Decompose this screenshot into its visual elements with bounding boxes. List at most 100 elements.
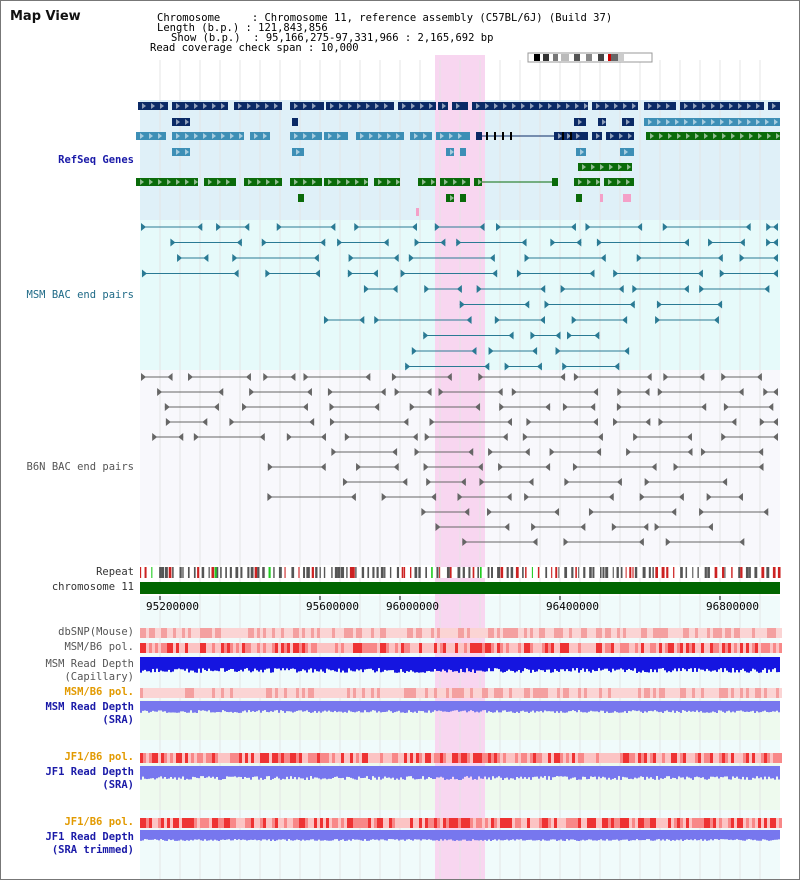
read-depth-bar — [368, 766, 370, 780]
read-depth-bar — [230, 766, 232, 777]
read-depth-bar — [402, 830, 404, 840]
polymorphism-cell — [158, 688, 161, 698]
track-label-msm-bac[interactable]: MSM BAC end pairs — [26, 289, 134, 301]
polymorphism-cell — [497, 628, 500, 638]
read-depth-bar — [338, 701, 340, 712]
bac-end-arrow — [596, 448, 602, 456]
strand-arrow — [776, 133, 780, 139]
polymorphism-cell — [404, 753, 407, 763]
strand-arrow — [711, 103, 715, 109]
strand-arrow — [402, 103, 406, 109]
track-label-b6n-bac[interactable]: B6N BAC end pairs — [26, 461, 134, 473]
polymorphism-cell — [197, 688, 200, 698]
repeat-element — [545, 567, 548, 578]
read-depth-bar — [464, 830, 466, 840]
read-depth-bar — [304, 766, 306, 780]
read-depth-bar — [760, 701, 762, 713]
repeat-element — [337, 567, 341, 578]
read-depth-bar — [484, 701, 486, 711]
bac-end-arrow — [488, 448, 494, 456]
read-depth-bar — [262, 701, 264, 711]
polymorphism-cell — [143, 628, 146, 638]
read-depth-bar — [750, 830, 752, 840]
track-label-msm-depth-sra: MSM Read Depth — [45, 701, 134, 713]
bac-end-arrow — [412, 433, 418, 441]
polymorphism-cell — [272, 688, 275, 698]
read-depth-bar — [662, 701, 664, 713]
bac-end-arrow — [372, 269, 378, 278]
read-depth-bar — [414, 830, 416, 840]
repeat-element — [268, 567, 271, 578]
read-depth-bar — [350, 766, 352, 778]
polymorphism-cell — [623, 628, 626, 638]
read-depth-bar — [728, 657, 730, 673]
polymorphism-cell — [386, 688, 389, 698]
polymorphism-cell — [446, 643, 449, 653]
read-depth-bar — [734, 766, 736, 778]
read-depth-bar — [458, 766, 460, 780]
polymorphism-cell — [638, 818, 641, 828]
read-depth-bar — [162, 657, 164, 672]
polymorphism-cell — [377, 753, 380, 763]
read-depth-bar — [570, 830, 572, 840]
read-depth-bar — [358, 701, 360, 712]
polymorphism-cell — [473, 628, 476, 638]
polymorphism-cell — [611, 688, 614, 698]
read-depth-bar — [330, 701, 332, 712]
read-depth-bar — [760, 766, 762, 778]
polymorphism-cell — [647, 628, 650, 638]
polymorphism-cell — [737, 688, 740, 698]
bac-end-arrow — [141, 223, 147, 231]
polymorphism-cell — [776, 628, 779, 638]
read-depth-bar — [658, 830, 660, 840]
read-depth-bar — [470, 657, 472, 673]
polymorphism-cell — [755, 818, 758, 828]
bac-end-arrow — [494, 316, 500, 324]
track-label-refseq[interactable]: RefSeq Genes — [58, 154, 134, 166]
strand-arrow — [605, 103, 609, 109]
gene-exon — [172, 118, 190, 126]
polymorphism-cell — [287, 818, 290, 828]
bac-end-arrow — [655, 316, 661, 324]
repeat-element — [418, 567, 421, 578]
read-depth-bar — [480, 701, 482, 712]
repeat-element — [229, 567, 232, 578]
bac-end-arrow — [580, 523, 586, 531]
read-depth-bar — [254, 766, 256, 777]
read-depth-bar — [748, 657, 750, 673]
polymorphism-cell — [440, 818, 443, 828]
polymorphism-cell — [383, 753, 386, 763]
read-depth-bar — [234, 701, 236, 712]
read-depth-bar — [520, 701, 522, 712]
read-depth-bar — [266, 766, 268, 777]
polymorphism-cell — [182, 688, 185, 698]
polymorphism-cell — [695, 628, 698, 638]
polymorphism-cell — [170, 628, 173, 638]
polymorphism-cell — [335, 688, 338, 698]
read-depth-bar — [516, 657, 518, 672]
read-depth-bar — [304, 701, 306, 712]
bac-end-arrow — [763, 508, 769, 516]
read-depth-bar — [674, 830, 676, 841]
polymorphism-cell — [176, 753, 179, 763]
read-depth-bar — [750, 657, 752, 672]
polymorphism-cell — [599, 628, 602, 638]
read-depth-bar — [764, 701, 766, 711]
bac-end-arrow — [394, 388, 400, 396]
polymorphism-cell — [167, 628, 170, 638]
bac-end-arrow — [466, 316, 472, 324]
strand-arrow — [702, 119, 706, 125]
polymorphism-cell — [188, 818, 191, 828]
track-label-msm-b6-pol-2: MSM/B6 pol. — [64, 686, 134, 698]
read-depth-bar — [196, 701, 198, 713]
strand-arrow — [176, 179, 180, 185]
read-depth-bar — [330, 830, 332, 841]
read-depth-bar — [226, 766, 228, 777]
bac-end-arrow — [170, 238, 176, 247]
polymorphism-cell — [290, 818, 293, 828]
read-depth-bar — [592, 766, 594, 778]
read-depth-bar — [584, 701, 586, 713]
read-depth-bar — [200, 830, 202, 841]
polymorphism-cell — [155, 628, 158, 638]
